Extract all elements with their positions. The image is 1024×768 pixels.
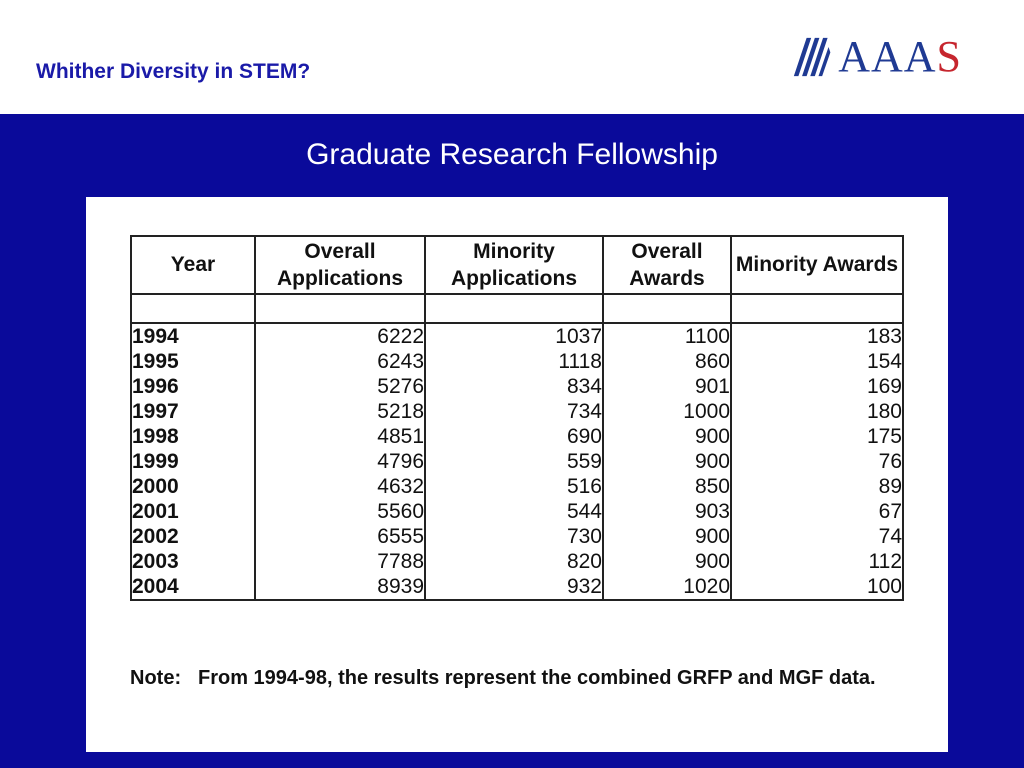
cell-minority-awards: 175 (730, 424, 904, 449)
cell-overall-awards: 900 (602, 449, 732, 474)
cell-year: 1999 (130, 449, 256, 474)
cell-minority-applications: 1037 (424, 323, 604, 349)
cell-minority-applications: 734 (424, 399, 604, 424)
column-header-overall-applications: Overall Applications (254, 235, 426, 295)
cell-overall-applications: 6555 (254, 524, 426, 549)
aaas-logo: AAAS (792, 32, 962, 82)
header-title: Whither Diversity in STEM? (36, 60, 311, 83)
cell-minority-awards: 180 (730, 399, 904, 424)
cell-year: 1997 (130, 399, 256, 424)
note-text: From 1994-98, the results represent the … (198, 667, 876, 689)
cell-overall-applications: 5560 (254, 499, 426, 524)
cell-minority-applications: 516 (424, 474, 604, 499)
column-header-minority-awards: Minority Awards (730, 235, 904, 295)
cell-overall-awards: 1100 (602, 323, 732, 349)
cell-minority-awards: 76 (730, 449, 904, 474)
table-row: 2001 5560 544 903 67 (130, 499, 904, 524)
cell-minority-applications: 730 (424, 524, 604, 549)
cell-overall-awards: 901 (602, 374, 732, 399)
cell-minority-awards: 89 (730, 474, 904, 499)
cell-minority-applications: 544 (424, 499, 604, 524)
cell-overall-awards: 900 (602, 524, 732, 549)
cell-overall-applications: 5218 (254, 399, 426, 424)
slide-header: Whither Diversity in STEM? AAAS (0, 0, 1024, 114)
cell-minority-awards: 169 (730, 374, 904, 399)
table-row: 2000 4632 516 850 89 (130, 474, 904, 499)
cell-overall-applications: 4796 (254, 449, 426, 474)
slide-title: Graduate Research Fellowship (306, 138, 718, 171)
cell-minority-awards: 112 (730, 549, 904, 574)
cell-overall-applications: 5276 (254, 374, 426, 399)
aaas-logo-text: AAAS (838, 32, 962, 81)
cell-year: 2004 (130, 574, 256, 601)
column-header-overall-awards: Overall Awards (602, 235, 732, 295)
cell-overall-awards: 850 (602, 474, 732, 499)
cell-overall-applications: 6243 (254, 349, 426, 374)
table-panel: Year Overall Applications Minority Appli… (86, 197, 948, 752)
table-header-row: Year Overall Applications Minority Appli… (130, 235, 904, 295)
cell-minority-applications: 1118 (424, 349, 604, 374)
table-row: 1997 5218 734 1000 180 (130, 399, 904, 424)
cell-minority-awards: 100 (730, 574, 904, 601)
cell-year: 2002 (130, 524, 256, 549)
table-row: 2004 8939 932 1020 100 (130, 574, 904, 601)
cell-minority-applications: 690 (424, 424, 604, 449)
table-row: 2003 7788 820 900 112 (130, 549, 904, 574)
table-row: 1995 6243 1118 860 154 (130, 349, 904, 374)
cell-overall-applications: 8939 (254, 574, 426, 601)
fellowship-table: Year Overall Applications Minority Appli… (130, 235, 904, 601)
table-row: 2002 6555 730 900 74 (130, 524, 904, 549)
cell-minority-applications: 559 (424, 449, 604, 474)
table-row: 1994 6222 1037 1100 183 (130, 323, 904, 349)
cell-minority-awards: 154 (730, 349, 904, 374)
cell-year: 2003 (130, 549, 256, 574)
cell-year: 1998 (130, 424, 256, 449)
cell-year: 2000 (130, 474, 256, 499)
cell-year: 1995 (130, 349, 256, 374)
cell-minority-awards: 74 (730, 524, 904, 549)
cell-overall-awards: 860 (602, 349, 732, 374)
cell-overall-awards: 1020 (602, 574, 732, 601)
cell-year: 1996 (130, 374, 256, 399)
cell-overall-awards: 900 (602, 424, 732, 449)
cell-minority-awards: 67 (730, 499, 904, 524)
cell-minority-applications: 932 (424, 574, 604, 601)
cell-minority-applications: 834 (424, 374, 604, 399)
cell-overall-awards: 1000 (602, 399, 732, 424)
note-label: Note: (130, 667, 182, 689)
cell-overall-applications: 7788 (254, 549, 426, 574)
table-row: 1998 4851 690 900 175 (130, 424, 904, 449)
cell-year: 1994 (130, 323, 256, 349)
column-header-year: Year (130, 235, 256, 295)
cell-overall-applications: 4632 (254, 474, 426, 499)
cell-overall-awards: 900 (602, 549, 732, 574)
table-row: 1999 4796 559 900 76 (130, 449, 904, 474)
aaas-logo-mark-icon (792, 35, 833, 79)
table-spacer-row (130, 293, 904, 324)
cell-overall-applications: 4851 (254, 424, 426, 449)
cell-year: 2001 (130, 499, 256, 524)
cell-minority-applications: 820 (424, 549, 604, 574)
cell-minority-awards: 183 (730, 323, 904, 349)
cell-overall-awards: 903 (602, 499, 732, 524)
table-row: 1996 5276 834 901 169 (130, 374, 904, 399)
cell-overall-applications: 6222 (254, 323, 426, 349)
column-header-minority-applications: Minority Applications (424, 235, 604, 295)
